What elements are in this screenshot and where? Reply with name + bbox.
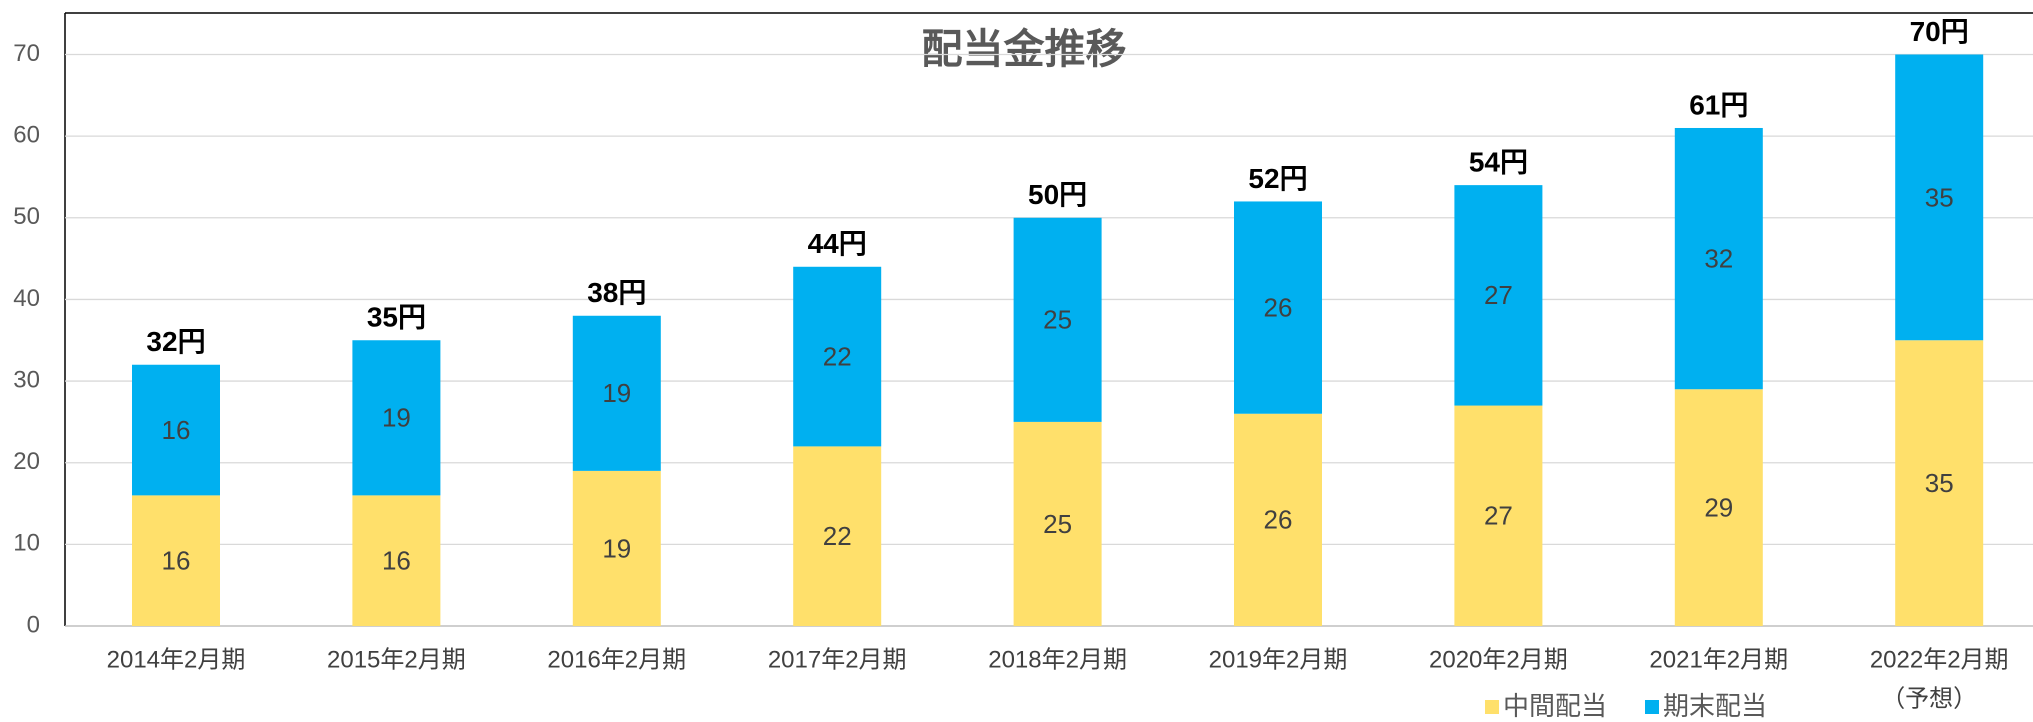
- data-label: 19: [382, 403, 411, 433]
- data-label: 16: [162, 546, 191, 576]
- y-tick-label: 60: [13, 121, 40, 148]
- y-tick-label: 0: [27, 611, 40, 638]
- chart-title: 配当金推移: [922, 26, 1127, 72]
- data-label: 27: [1484, 280, 1513, 310]
- y-tick-label: 50: [13, 203, 40, 230]
- x-tick-label: 2020年2月期: [1429, 646, 1568, 673]
- data-label: 22: [823, 521, 852, 551]
- bar-segment: [132, 495, 220, 626]
- data-label: 22: [823, 341, 852, 371]
- forecast-note: （予想）: [1881, 685, 1977, 712]
- bar-segment: [793, 446, 882, 626]
- y-tick-label: 10: [13, 530, 40, 557]
- total-label: 35円: [367, 302, 426, 333]
- total-label: 38円: [587, 277, 646, 308]
- bar-segment: [1674, 389, 1763, 626]
- bar-segment: [1674, 127, 1763, 390]
- data-label: 25: [1043, 305, 1072, 335]
- x-tick-label: 2018年2月期: [988, 646, 1127, 673]
- data-label: 29: [1704, 492, 1733, 522]
- y-tick-label: 30: [13, 366, 40, 393]
- legend-label: 期末配当: [1663, 691, 1767, 721]
- bar-segment: [132, 364, 220, 496]
- data-label: 35: [1925, 468, 1954, 498]
- x-tick-label: 2019年2月期: [1209, 646, 1348, 673]
- bar-segment: [352, 495, 441, 626]
- total-label: 70円: [1910, 16, 1969, 47]
- y-tick-label: 20: [13, 448, 40, 475]
- data-label: 25: [1043, 509, 1072, 539]
- data-label: 26: [1264, 292, 1293, 322]
- bar-segment: [1234, 201, 1322, 414]
- total-label: 52円: [1248, 163, 1307, 194]
- y-tick-label: 70: [13, 40, 40, 67]
- data-label: 16: [382, 546, 411, 576]
- bar-segment: [352, 340, 441, 496]
- x-tick-label: 2022年2月期: [1870, 646, 2009, 673]
- data-label: 32: [1704, 243, 1733, 273]
- data-label: 27: [1484, 501, 1513, 531]
- total-label: 54円: [1469, 147, 1528, 178]
- bar-segment: [793, 266, 882, 447]
- data-label: 19: [602, 533, 631, 563]
- data-label: 35: [1925, 182, 1954, 212]
- y-tick-label: 40: [13, 285, 40, 312]
- bar-segment: [1013, 421, 1102, 626]
- x-tick-label: 2021年2月期: [1649, 646, 1788, 673]
- data-label: 16: [162, 415, 191, 445]
- bar-segment: [572, 315, 661, 471]
- x-tick-label: 2017年2月期: [768, 646, 907, 673]
- bar-segment: [1895, 54, 1984, 341]
- bar-segment: [1234, 413, 1322, 626]
- total-label: 32円: [146, 326, 205, 357]
- bar-segment: [1895, 340, 1984, 626]
- legend-swatch: [1485, 700, 1499, 714]
- total-label: 44円: [808, 228, 867, 259]
- total-label: 50円: [1028, 179, 1087, 210]
- x-tick-label: 2015年2月期: [327, 646, 466, 673]
- bar-segment: [1454, 405, 1543, 626]
- x-tick-label: 2016年2月期: [547, 646, 686, 673]
- bar-segment: [1454, 185, 1543, 406]
- bar-segment: [1013, 217, 1102, 422]
- data-label: 26: [1264, 505, 1293, 535]
- legend-swatch: [1645, 700, 1659, 714]
- x-tick-label: 2014年2月期: [107, 646, 246, 673]
- legend-label: 中間配当: [1503, 691, 1607, 721]
- bar-segment: [572, 470, 661, 626]
- total-label: 61円: [1689, 89, 1748, 120]
- data-label: 19: [602, 378, 631, 408]
